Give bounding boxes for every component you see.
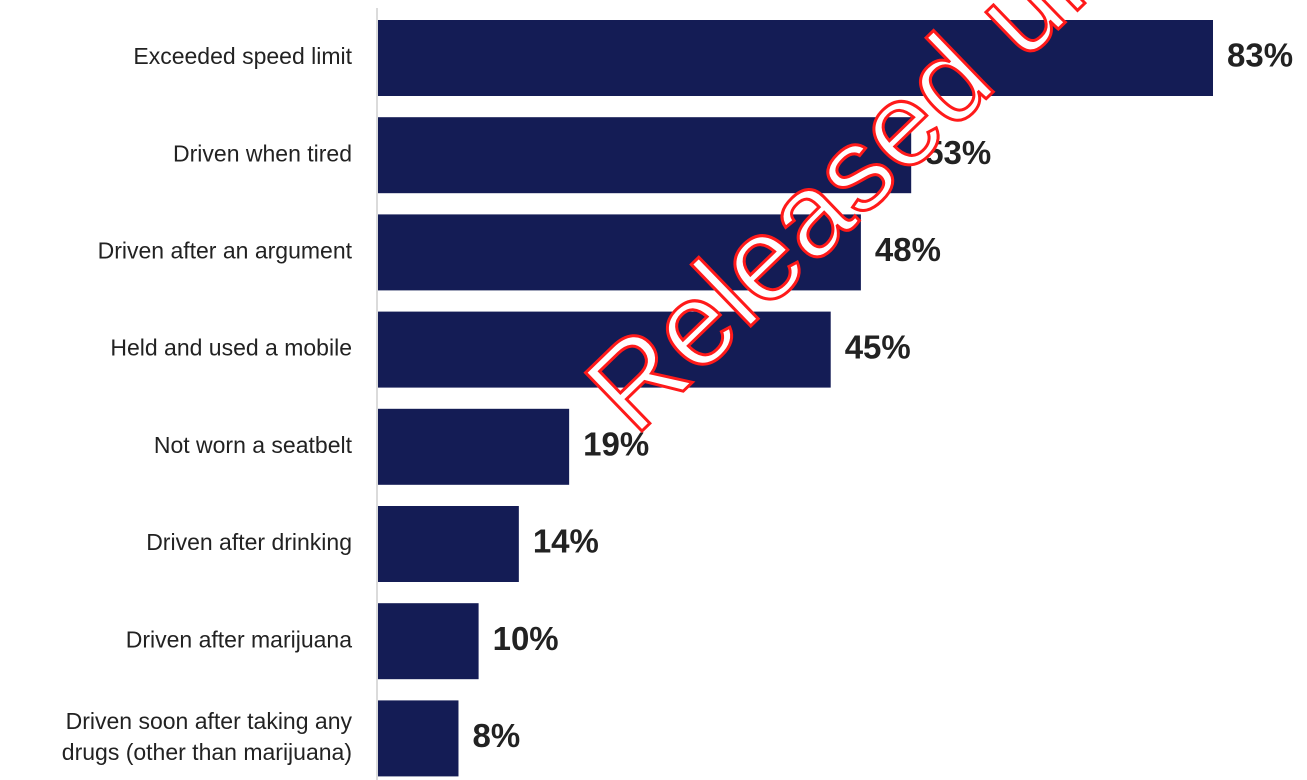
bar-value-label: 10% bbox=[493, 620, 559, 657]
bar-value-label: 83% bbox=[1227, 37, 1293, 74]
category-label: Driven after drinking bbox=[146, 529, 352, 555]
bar bbox=[378, 214, 861, 291]
bar bbox=[378, 603, 479, 680]
bar-value-label: 48% bbox=[875, 231, 941, 268]
bar-value-label: 45% bbox=[845, 328, 911, 365]
bar bbox=[378, 506, 519, 582]
bar-value-label: 14% bbox=[533, 523, 599, 560]
category-label: Held and used a mobile bbox=[110, 335, 352, 361]
bar-value-label: 53% bbox=[925, 134, 991, 171]
category-label: Driven after marijuana bbox=[126, 626, 352, 652]
category-label: Driven after an argument bbox=[98, 237, 353, 263]
category-label: Driven soon after taking any drugs (other… bbox=[62, 708, 353, 765]
bar bbox=[378, 20, 1213, 96]
bar-value-label: 8% bbox=[472, 717, 520, 754]
bar bbox=[378, 408, 570, 485]
bar-value-label: 19% bbox=[583, 426, 649, 463]
category-label: Exceeded speed limit bbox=[133, 43, 352, 69]
bar bbox=[378, 311, 831, 388]
category-label: Not worn a seatbelt bbox=[154, 432, 353, 458]
category-label: Driven when tired bbox=[173, 140, 352, 166]
bar bbox=[378, 700, 459, 777]
bar bbox=[378, 117, 912, 194]
